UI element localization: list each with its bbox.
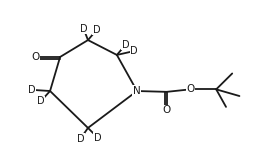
Text: D: D [94, 133, 102, 143]
Text: D: D [93, 25, 101, 35]
Text: D: D [80, 24, 87, 34]
Text: D: D [130, 46, 138, 56]
Text: D: D [28, 85, 36, 95]
Text: O: O [163, 105, 171, 115]
Text: N: N [133, 86, 141, 96]
Text: D: D [77, 134, 84, 144]
Text: O: O [31, 52, 40, 62]
Text: D: D [37, 96, 45, 106]
Text: D: D [122, 40, 130, 50]
Text: O: O [186, 84, 195, 94]
